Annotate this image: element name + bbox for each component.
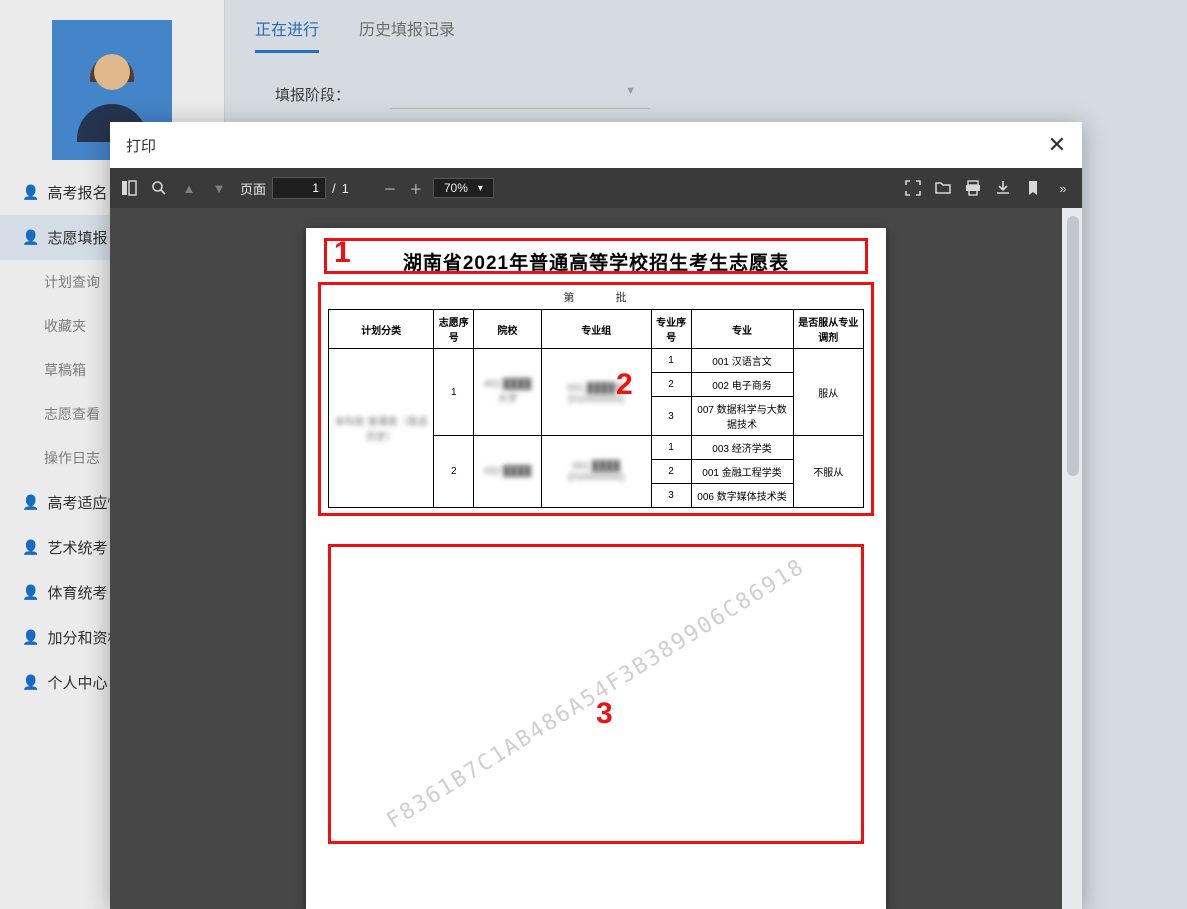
open-file-icon[interactable] [934,179,952,197]
zoom-in-icon[interactable]: ＋ [407,179,425,197]
print-icon[interactable] [964,179,982,197]
zoom-select[interactable]: 70% [433,178,494,198]
more-icon[interactable]: » [1054,179,1072,197]
pdf-page: 1 湖南省2021年普通高等学校招生考生志愿表 2 第 批 计划分类志愿序号院校… [306,228,886,909]
page-total: 1 [342,181,349,196]
pdf-toolbar: ▲ ▼ 页面 / 1 － ＋ 70% » [110,168,1082,208]
annotation-title [324,238,868,274]
page-indicator: 页面 / 1 [240,177,349,199]
zoom-out-icon[interactable]: － [381,179,399,197]
page-sep: / [332,181,336,196]
scrollbar[interactable] [1062,208,1082,909]
watermark-text: F8361B7C1AB486A54F3B389906C86918 [383,554,810,834]
scrollbar-thumb[interactable] [1067,216,1079,476]
download-icon[interactable] [994,179,1012,197]
search-icon[interactable] [150,179,168,197]
close-icon[interactable]: ✕ [1048,132,1066,158]
annotation-watermark: 3 F8361B7C1AB486A54F3B389906C86918 [328,544,864,844]
page-down-icon[interactable]: ▼ [210,179,228,197]
print-dialog: 打印 ✕ ▲ ▼ 页面 / 1 － ＋ 70% [110,122,1082,909]
fullscreen-icon[interactable] [904,179,922,197]
dialog-title: 打印 [126,135,156,156]
pdf-viewport[interactable]: 1 湖南省2021年普通高等学校招生考生志愿表 2 第 批 计划分类志愿序号院校… [110,208,1082,909]
annotation-label-1: 1 [334,236,351,270]
dialog-header: 打印 ✕ [110,122,1082,168]
thumbnails-icon[interactable] [120,179,138,197]
page-input[interactable] [272,177,326,199]
page-label: 页面 [240,179,266,198]
annotation-label-2: 2 [616,368,633,402]
page-up-icon[interactable]: ▲ [180,179,198,197]
bookmark-icon[interactable] [1024,179,1042,197]
annotation-table [318,282,874,516]
